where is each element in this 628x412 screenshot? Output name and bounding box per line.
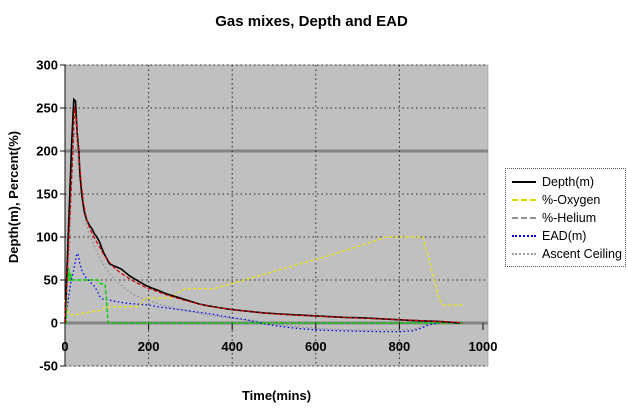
y-tick-label: 100 [36,230,58,245]
legend-label: %-Oxygen [542,193,601,207]
y-tick-label: 300 [36,58,58,73]
x-tick-label: 600 [305,339,327,354]
y-tick-label: 150 [36,187,58,202]
y-tick-label: 200 [36,144,58,159]
legend-line-swatch [512,217,536,219]
x-tick-label: 200 [138,339,160,354]
x-gridlines [148,65,400,366]
legend-label: EAD(m) [542,229,587,243]
series-lines [64,97,463,333]
legend-label: Depth(m) [542,175,595,189]
legend-line-swatch [512,235,536,237]
legend-item--oxygen: %-Oxygen [512,191,621,209]
series--oxygen [64,236,463,316]
x-tick-label: 1000 [469,339,498,354]
x-tick-label: 400 [221,339,243,354]
legend-item-ead-m-: EAD(m) [512,227,621,245]
y-tick-label: 50 [44,273,58,288]
legend: Depth(m) %-Oxygen %-Helium EAD(m) Ascent Cei… [505,168,626,267]
legend-label: Ascent Ceiling [542,247,622,261]
legend-item-depth-m-: Depth(m) [512,173,621,191]
series-ascent-ceiling [64,130,462,331]
y-tick-label: -50 [39,359,58,374]
x-axis: 0 200 400 600 800 1000 [61,323,497,354]
x-tick-label: 800 [389,339,411,354]
legend-item-ascent-ceiling: Ascent Ceiling [512,245,622,263]
x-tick-label: 0 [61,339,68,354]
x-axis-title: Time(mins) [241,388,312,403]
legend-line-swatch [512,199,536,201]
legend-line-swatch [512,181,536,183]
legend-item--helium: %-Helium [512,209,621,227]
y-tick-label: 0 [51,316,58,331]
y-tick-label: 250 [36,101,58,116]
plot-background [64,64,489,367]
chart-title: Gas mixes, Depth and EAD [215,13,408,30]
legend-label: %-Helium [542,211,597,225]
legend-line-swatch [512,253,536,255]
series-red-dashed [64,106,463,324]
